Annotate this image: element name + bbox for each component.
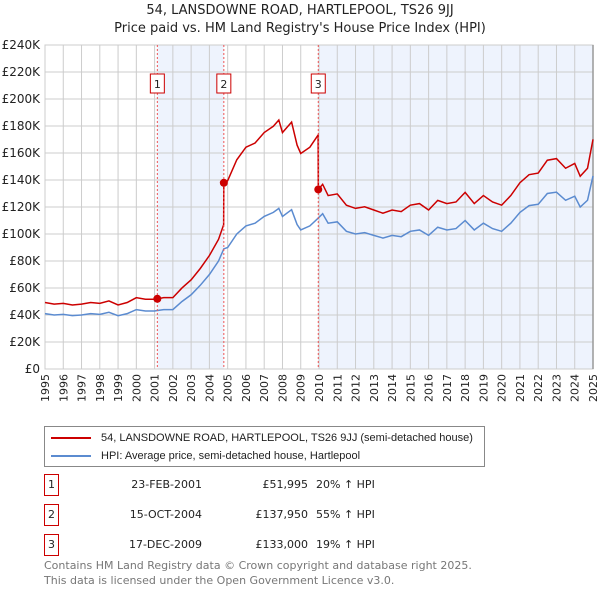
y-tick-label: £120K	[2, 200, 42, 214]
x-tick-label: 2012	[350, 374, 363, 402]
x-tick-label: 1996	[57, 374, 70, 402]
y-tick-label: £180K	[2, 119, 42, 133]
x-tick-label: 2005	[222, 374, 235, 402]
sale-date: 23-FEB-2001	[131, 478, 202, 491]
y-tick-label: £240K	[2, 38, 42, 52]
x-tick-label: 2021	[514, 374, 527, 402]
x-tick-label: 2009	[295, 374, 308, 402]
x-tick-label: 2000	[130, 374, 143, 402]
legend-item-property: 54, LANSDOWNE ROAD, HARTLEPOOL, TS26 9JJ…	[51, 430, 473, 446]
y-tick-label: £200K	[2, 92, 42, 106]
x-tick-label: 2025	[587, 374, 600, 402]
x-tick-label: 1998	[94, 374, 107, 402]
chart-title: 54, LANSDOWNE ROAD, HARTLEPOOL, TS26 9JJ	[146, 3, 454, 18]
y-tick-label: £80K	[9, 254, 41, 268]
sale-label-box	[216, 73, 232, 94]
sale-hpi-change: 19% ↑ HPI	[316, 538, 375, 551]
sale-price: £133,000	[255, 538, 309, 551]
x-tick-label: 1997	[76, 374, 89, 402]
x-tick-label: 2017	[441, 374, 454, 402]
sale-point	[314, 185, 323, 194]
x-tick-label: 2010	[313, 374, 326, 402]
x-tick-label: 2003	[185, 374, 198, 402]
legend-swatch-red	[51, 437, 91, 439]
price-chart: £0 £20K £40K £60K £80K £100K £120K £140K £160K £1…	[2, 38, 600, 402]
sale-number: 2	[44, 504, 59, 526]
sale-date: 17-DEC-2009	[128, 538, 202, 551]
sale-hpi-change: 20% ↑ HPI	[316, 478, 375, 491]
x-tick-label: 2004	[203, 374, 216, 402]
y-tick-label: £140K	[2, 173, 42, 187]
x-tick-label: 2020	[496, 374, 509, 402]
y-tick-label: £0	[25, 362, 40, 376]
legend-label: HPI: Average price, semi-detached house,…	[101, 450, 361, 462]
x-tick-label: 1999	[112, 374, 125, 402]
x-tick-label: 2011	[331, 374, 344, 402]
sale-label: 1	[154, 78, 161, 91]
y-tick-label: £60K	[9, 281, 41, 295]
sale-hpi-change: 55% ↑ HPI	[316, 508, 375, 521]
x-tick-label: 2007	[258, 374, 271, 402]
legend-item-hpi: HPI: Average price, semi-detached house,…	[51, 448, 360, 464]
x-tick-label: 2022	[532, 374, 545, 402]
sale-label: 2	[220, 78, 227, 91]
x-tick-label: 2008	[276, 374, 289, 402]
sale-point	[153, 294, 162, 303]
x-tick-label: 2019	[477, 374, 490, 402]
sale-label: 3	[315, 78, 322, 91]
sale-number: 3	[44, 534, 59, 556]
chart-subtitle: Price paid vs. HM Land Registry's House …	[114, 21, 486, 36]
sale-point	[219, 178, 228, 187]
y-tick-label: £160K	[2, 146, 42, 160]
sale-number: 1	[44, 474, 59, 496]
x-tick-label: 2014	[386, 374, 399, 402]
x-tick-label: 1995	[39, 374, 52, 402]
y-tick-label: £20K	[9, 335, 41, 349]
y-tick-label: £40K	[9, 308, 41, 322]
hpi-line	[44, 175, 594, 317]
legend-label: 54, LANSDOWNE ROAD, HARTLEPOOL, TS26 9JJ…	[101, 432, 473, 444]
property-price-line	[44, 118, 594, 306]
x-tick-label: 2006	[240, 374, 253, 402]
legend-swatch-blue	[51, 455, 91, 457]
x-tick-label: 2002	[167, 374, 180, 402]
sale-label-box	[149, 73, 165, 94]
x-tick-label: 2023	[550, 374, 563, 402]
x-tick-label: 2016	[423, 374, 436, 402]
sale-price: £137,950	[255, 508, 309, 521]
x-tick-label: 2024	[569, 374, 582, 402]
legend: 54, LANSDOWNE ROAD, HARTLEPOOL, TS26 9JJ…	[44, 426, 485, 467]
sale-date: 15-OCT-2004	[129, 508, 202, 521]
y-tick-label: £100K	[2, 227, 42, 241]
sale-label-box	[310, 73, 326, 94]
x-tick-label: 2015	[404, 374, 417, 402]
x-tick-label: 2001	[149, 374, 162, 402]
footer-licence: This data is licensed under the Open Gov…	[44, 574, 395, 587]
sale-price: £51,995	[262, 478, 309, 491]
x-tick-label: 2013	[368, 374, 381, 402]
footer-copyright: Contains HM Land Registry data © Crown c…	[44, 559, 472, 572]
x-tick-label: 2018	[459, 374, 472, 402]
y-tick-label: £220K	[2, 65, 42, 79]
